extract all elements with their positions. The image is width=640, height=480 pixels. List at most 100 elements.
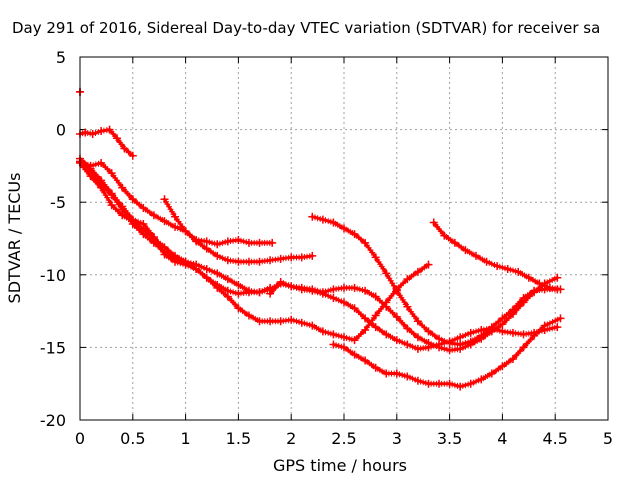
data-point xyxy=(234,257,243,266)
data-point xyxy=(382,369,391,378)
data-point xyxy=(403,324,412,333)
data-point xyxy=(371,323,380,332)
data-point xyxy=(371,311,380,320)
data-point xyxy=(392,336,401,345)
data-point xyxy=(234,280,243,289)
data-point xyxy=(171,251,180,260)
data-point xyxy=(160,217,169,226)
data-point xyxy=(266,289,275,298)
data-point xyxy=(97,158,106,167)
data-point xyxy=(202,237,211,246)
data-point xyxy=(524,273,533,282)
data-point xyxy=(118,183,127,192)
data-point xyxy=(318,215,327,224)
y-tick-labels: 5 0 -5 -10 -15 -20 xyxy=(40,48,66,430)
data-point xyxy=(440,231,449,240)
x-tick-labels: 0 0.5 1 1.5 2 2.5 3 3.5 4 4.5 5 xyxy=(75,429,613,448)
data-point xyxy=(461,246,470,255)
data-point xyxy=(435,379,444,388)
data-point xyxy=(340,283,348,292)
data-point xyxy=(329,340,338,349)
data-point xyxy=(118,211,127,220)
data-point xyxy=(234,235,243,244)
data-point xyxy=(361,356,370,365)
x-tick-label: 0.5 xyxy=(120,429,145,448)
data-point xyxy=(508,310,517,319)
data-point xyxy=(556,314,565,323)
data-point xyxy=(340,333,348,342)
data-point xyxy=(535,279,544,288)
data-point xyxy=(107,190,116,199)
x-tick-label: 3.5 xyxy=(437,429,462,448)
data-point xyxy=(498,320,507,329)
data-point xyxy=(498,362,507,371)
data-point xyxy=(308,285,317,294)
data-point xyxy=(308,212,317,221)
data-point xyxy=(530,288,539,297)
y-axis-label: SDTVAR / TECUs xyxy=(5,173,24,304)
data-point xyxy=(287,282,296,291)
data-point xyxy=(466,379,475,388)
data-point xyxy=(202,264,211,273)
data-point xyxy=(234,304,243,313)
data-point xyxy=(120,144,129,153)
data-point xyxy=(482,257,491,266)
data-point xyxy=(540,321,549,330)
data-point xyxy=(128,195,137,204)
data-point xyxy=(128,151,137,160)
y-tick-label: -10 xyxy=(40,266,66,285)
data-point xyxy=(297,283,306,292)
data-point xyxy=(318,288,327,297)
data-point xyxy=(445,339,454,348)
y-tick-label: -20 xyxy=(40,411,66,430)
data-point xyxy=(556,285,565,294)
data-point xyxy=(424,327,433,336)
x-tick-label: 1 xyxy=(181,429,191,448)
data-point xyxy=(413,317,422,326)
data-point xyxy=(255,257,264,266)
series-pass-f xyxy=(160,195,317,266)
data-point xyxy=(171,222,180,231)
data-point xyxy=(530,331,539,340)
data-point xyxy=(424,379,433,388)
data-point xyxy=(139,225,148,234)
data-point xyxy=(508,355,517,364)
x-tick-label: 5 xyxy=(603,429,613,448)
data-point xyxy=(466,328,475,337)
data-point xyxy=(553,273,562,282)
data-point xyxy=(287,315,296,324)
data-point xyxy=(413,376,422,385)
data-point xyxy=(424,260,433,269)
data-point xyxy=(429,218,438,227)
data-point xyxy=(382,269,391,278)
data-point xyxy=(266,256,275,265)
data-point xyxy=(350,283,359,292)
data-point xyxy=(329,218,338,227)
data-point xyxy=(382,302,391,311)
series-pass-b xyxy=(76,157,277,249)
data-point xyxy=(487,327,496,336)
data-point xyxy=(493,262,502,271)
data-point xyxy=(350,230,359,239)
data-point xyxy=(477,375,486,384)
data-point xyxy=(456,333,465,342)
data-point xyxy=(276,278,285,287)
data-point xyxy=(308,321,317,330)
data-point xyxy=(329,294,338,303)
y-tick-label: -15 xyxy=(40,338,66,357)
data-point xyxy=(350,350,359,359)
data-point xyxy=(456,382,465,391)
data-point xyxy=(413,333,422,342)
x-tick-label: 0 xyxy=(75,429,85,448)
data-point xyxy=(382,330,391,339)
data-point xyxy=(435,343,444,352)
data-point xyxy=(392,286,401,295)
data-point xyxy=(403,275,412,284)
data-point xyxy=(318,327,327,336)
y-tick-label: 5 xyxy=(56,48,66,67)
data-point xyxy=(234,289,243,298)
data-point xyxy=(392,312,401,321)
data-point xyxy=(149,234,158,243)
